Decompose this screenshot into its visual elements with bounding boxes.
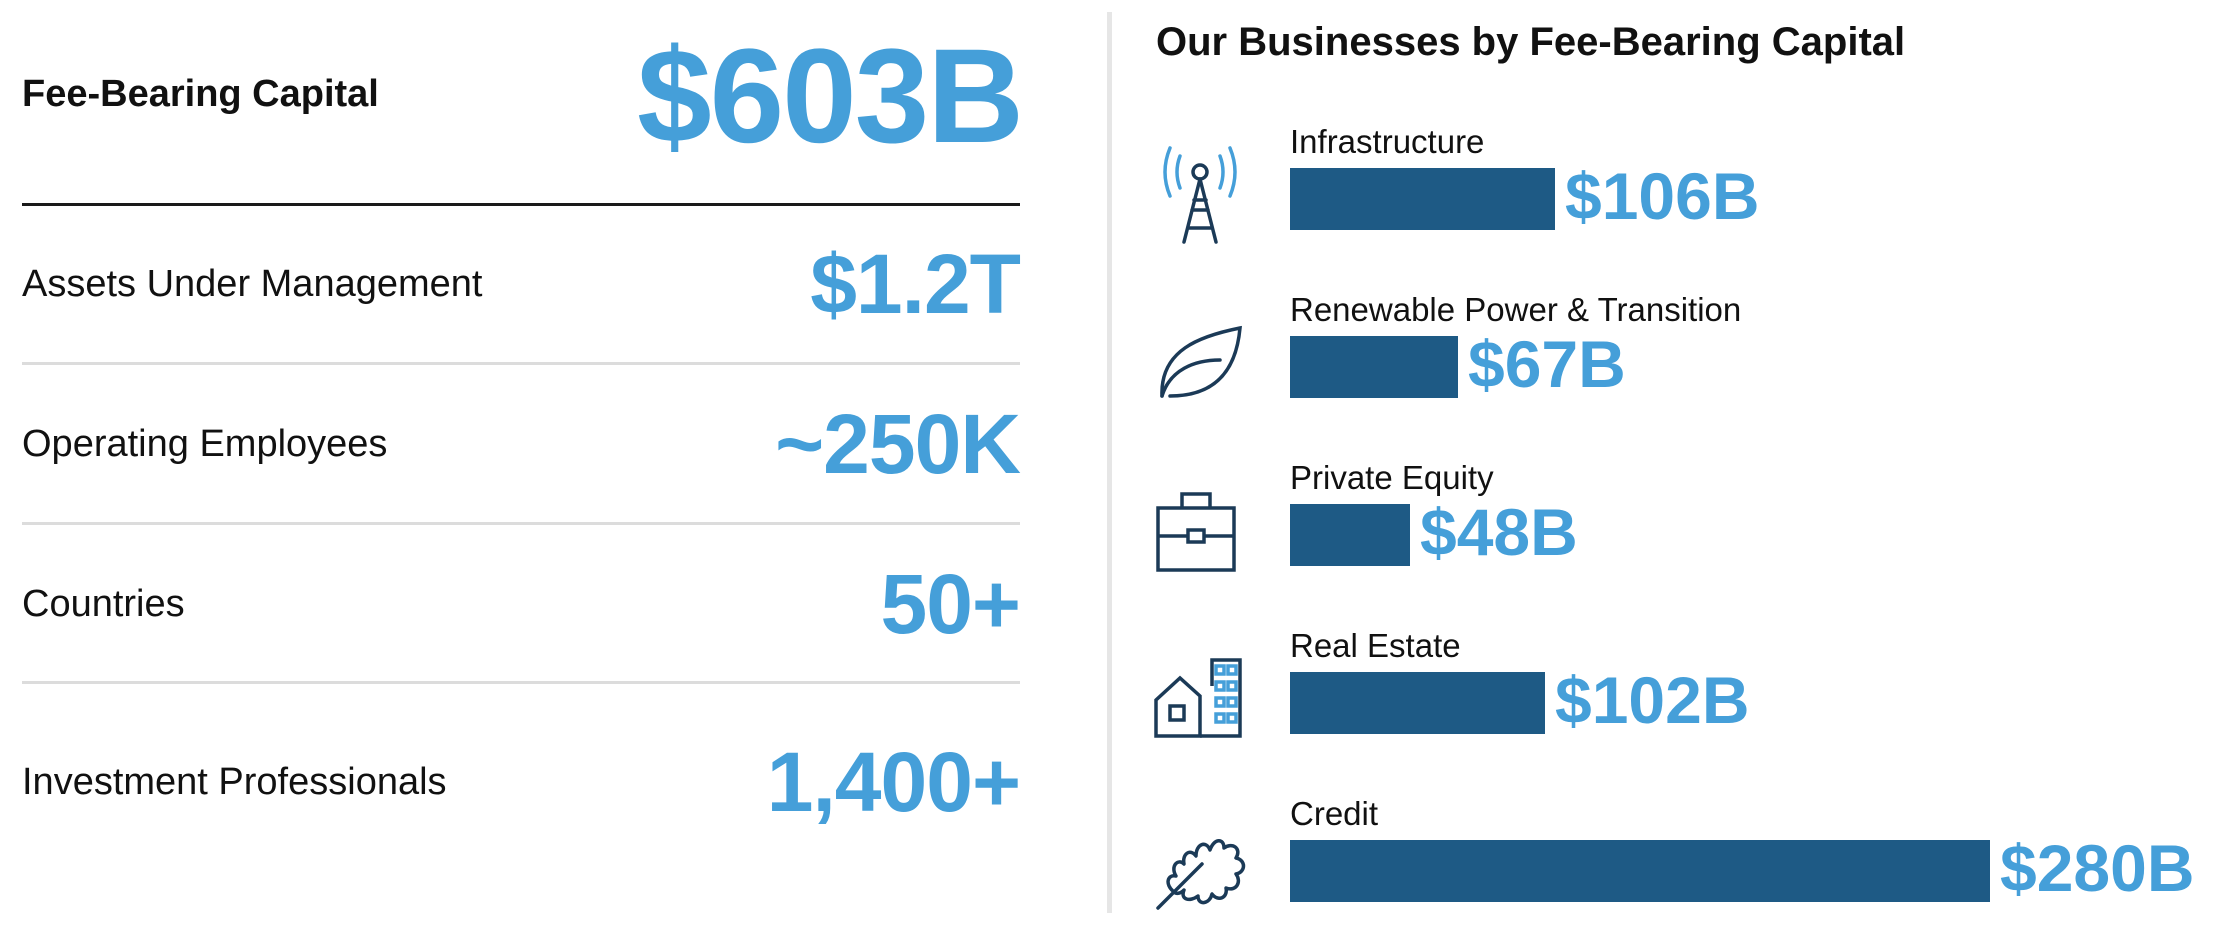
stat-label: Investment Professionals — [22, 761, 447, 803]
stat-label: Assets Under Management — [22, 263, 483, 305]
fee-bearing-capital-label: Fee-Bearing Capital — [22, 73, 379, 115]
bar — [1290, 840, 1990, 902]
bar — [1290, 336, 1458, 398]
business-name: Private Equity — [1290, 459, 1494, 496]
transmission-tower-icon — [1150, 142, 1250, 244]
business-row-infrastructure: Infrastructure $106B — [1150, 122, 2230, 262]
bar — [1290, 672, 1545, 734]
stat-row-investment-professionals: Investment Professionals 1,400+ — [22, 696, 1021, 868]
business-name: Credit — [1290, 795, 1379, 832]
business-row-private-equity: Private Equity $48B — [1150, 458, 2230, 598]
stat-value: 1,400+ — [766, 734, 1021, 829]
business-row-credit: Credit $280B — [1150, 794, 2230, 934]
row-divider — [22, 681, 1020, 684]
business-name: Renewable Power & Transition — [1290, 291, 1742, 328]
business-row-renewable-power: Renewable Power & Transition $67B — [1150, 290, 2230, 430]
bar — [1290, 168, 1555, 230]
fee-bearing-capital-value: $603B — [637, 22, 1024, 171]
stat-value: 50+ — [880, 556, 1021, 651]
business-name: Infrastructure — [1290, 123, 1485, 160]
stat-row-countries: Countries 50+ — [22, 525, 1021, 683]
leaf-icon — [1150, 310, 1250, 410]
stat-row-employees: Operating Employees ~250K — [22, 365, 1021, 523]
chart-title: Our Businesses by Fee-Bearing Capital — [1156, 20, 1906, 64]
value-label: $67B — [1468, 327, 1626, 401]
stat-label: Countries — [22, 583, 185, 625]
key-metrics-panel: Fee-Bearing Capital $603B Assets Under M… — [0, 0, 1040, 913]
stat-value: ~250K — [775, 396, 1021, 491]
panel-divider — [1107, 12, 1112, 913]
hero-divider — [22, 203, 1020, 206]
briefcase-icon — [1150, 478, 1250, 578]
value-label: $280B — [2000, 831, 2195, 905]
value-label: $102B — [1555, 663, 1750, 737]
buildings-icon — [1150, 646, 1250, 746]
business-row-real-estate: Real Estate $102B — [1150, 626, 2230, 766]
row-divider — [22, 522, 1020, 525]
value-label: $48B — [1420, 495, 1578, 569]
value-label: $106B — [1565, 159, 1760, 233]
stat-row-aum: Assets Under Management $1.2T — [22, 205, 1021, 363]
row-divider — [22, 362, 1020, 365]
bar — [1290, 504, 1410, 566]
oak-leaf-icon — [1150, 814, 1250, 914]
stat-value: $1.2T — [810, 236, 1021, 331]
stat-label: Operating Employees — [22, 423, 388, 465]
business-name: Real Estate — [1290, 627, 1461, 664]
